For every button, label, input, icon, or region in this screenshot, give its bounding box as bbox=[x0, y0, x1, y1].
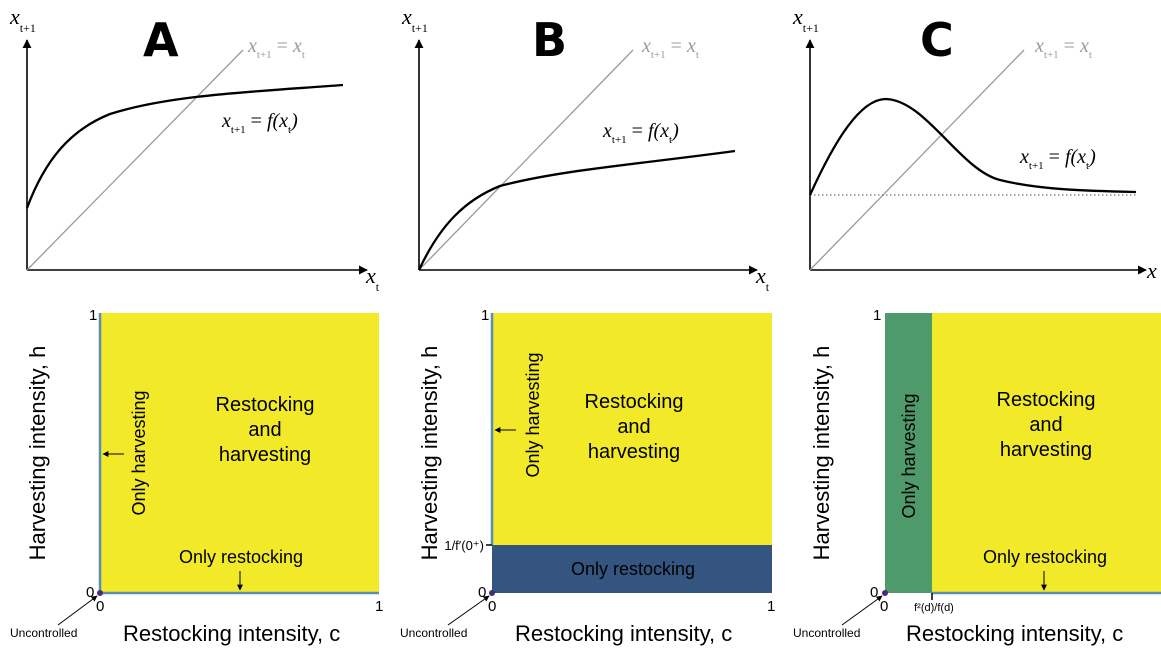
panel-b-x-label: Restocking intensity, c bbox=[515, 621, 732, 646]
panel-b-tick-y-top: 1 bbox=[481, 307, 489, 324]
panel-b-uncontrolled-arrow bbox=[447, 595, 490, 626]
panel-b-identity-label: xt+1 = xt bbox=[641, 35, 699, 61]
panel-b-only-restocking-region bbox=[492, 545, 772, 593]
panel-c-growth-curve bbox=[808, 97, 1137, 196]
panel-a-growth-curve bbox=[25, 83, 344, 209]
panel-b-letter: B bbox=[532, 13, 567, 67]
panel-b-restock-harvest-region bbox=[492, 313, 772, 545]
panel-c-tick-origin-y: 0 bbox=[870, 584, 878, 601]
panel-a-bottom-plot: 1 0 0 1 Harvesting intensity, h Restocki… bbox=[10, 307, 383, 646]
panel-b-y-label: Harvesting intensity, h bbox=[417, 346, 442, 561]
panel-a-identity-label: xt+1 = xt bbox=[247, 35, 305, 61]
panel-a-letter: A bbox=[143, 13, 179, 67]
panel-c-only-restocking-label: Only restocking bbox=[983, 547, 1107, 567]
panel-c-tick-y-top: 1 bbox=[873, 307, 881, 324]
panel-a-region-label-2: and bbox=[248, 419, 281, 441]
panel-c-top-plot: C xt+1 x xt+1 = xt xt+1 = f(xt) bbox=[792, 4, 1157, 283]
panel-a-y-label: Harvesting intensity, h bbox=[25, 346, 50, 561]
panel-a-tick-x-right: 1 bbox=[375, 598, 383, 615]
panel-a-tick-origin-y: 0 bbox=[86, 584, 94, 601]
panel-a-uncontrolled-point bbox=[97, 590, 103, 596]
panel-b-top-plot: B xt+1 xt xt+1 = xt xt+1 = f(xt) bbox=[401, 4, 770, 294]
panel-b-tick-threshold: 1/f′(0⁺) bbox=[444, 538, 484, 553]
panel-b-region-label-2: and bbox=[617, 416, 650, 438]
panel-c-uncontrolled-point bbox=[882, 590, 888, 596]
panel-c-uncontrolled-label: Uncontrolled bbox=[793, 626, 860, 640]
panel-a-uncontrolled-label: Uncontrolled bbox=[10, 626, 77, 640]
panel-b-y-axis-label: xt+1 bbox=[401, 4, 428, 35]
panel-c-letter: C bbox=[920, 13, 954, 67]
panel-c-identity-label: xt+1 = xt bbox=[1034, 35, 1092, 61]
panel-a-function-label: xt+1 = f(xt) bbox=[221, 110, 298, 136]
panel-c-tick-threshold: f²(d)/f(d) bbox=[914, 602, 954, 614]
panel-c-tick-origin-x: 0 bbox=[880, 598, 888, 615]
panel-b-bottom-plot: 1 1/f′(0⁺) 0 0 1 Harvesting intensity, h… bbox=[400, 307, 775, 646]
panel-c-region-label-3: harvesting bbox=[1000, 439, 1092, 461]
panel-c-x-axis-label: x bbox=[1146, 258, 1157, 283]
panel-b-only-harvesting-label: Only harvesting bbox=[523, 352, 543, 477]
panel-b-uncontrolled-label: Uncontrolled bbox=[400, 626, 467, 640]
panel-a-restock-harvest-region bbox=[100, 313, 379, 593]
panel-c-only-harvesting-label: Only harvesting bbox=[899, 393, 919, 518]
panel-b-x-axis-label: xt bbox=[755, 263, 770, 294]
panel-c-region-label-1: Restocking bbox=[997, 389, 1096, 411]
panel-c-function-label: xt+1 = f(xt) bbox=[1019, 146, 1096, 172]
panel-b-function-label: xt+1 = f(xt) bbox=[602, 120, 679, 146]
panel-c-region-label-2: and bbox=[1029, 414, 1062, 436]
panel-c-bottom-plot: 1 0 0 f²(d)/f(d) Harvesting intensity, h… bbox=[793, 307, 1161, 646]
panel-c-only-harvesting-region bbox=[885, 313, 932, 593]
panel-a-top-plot: A xt+1 xt xt+1 = xt xt+1 = f(xt) bbox=[9, 4, 380, 294]
panel-b-tick-x-right: 1 bbox=[767, 598, 775, 615]
panel-a-only-harvesting-label: Only harvesting bbox=[129, 390, 149, 515]
panel-c-restock-harvest-region bbox=[932, 313, 1161, 593]
panel-c-uncontrolled-arrow bbox=[841, 595, 883, 626]
panel-c-y-axis-label: xt+1 bbox=[792, 4, 819, 35]
panel-a-tick-y-top: 1 bbox=[89, 307, 97, 324]
panel-b-growth-curve bbox=[417, 149, 736, 271]
panel-b-uncontrolled-point bbox=[489, 590, 495, 596]
panel-b-region-label-1: Restocking bbox=[585, 391, 684, 413]
panel-a-region-label-3: harvesting bbox=[219, 444, 311, 466]
panel-c-y-label: Harvesting intensity, h bbox=[809, 346, 834, 561]
panel-b-identity-line bbox=[418, 49, 634, 271]
panel-a-only-restocking-label: Only restocking bbox=[179, 547, 303, 567]
panel-a-y-axis-label: xt+1 bbox=[9, 4, 36, 35]
panel-a-x-axis-label: xt bbox=[365, 263, 380, 294]
panel-c-x-label: Restocking intensity, c bbox=[906, 621, 1123, 646]
panel-b-region-label-3: harvesting bbox=[588, 441, 680, 463]
panel-a-x-label: Restocking intensity, c bbox=[123, 621, 340, 646]
panel-a-uncontrolled-arrow bbox=[57, 595, 98, 626]
panel-a-region-label-1: Restocking bbox=[216, 394, 315, 416]
panel-a-tick-origin-x: 0 bbox=[96, 598, 104, 615]
panel-c-identity-line bbox=[809, 49, 1025, 271]
panel-b-only-restocking-label: Only restocking bbox=[571, 559, 695, 579]
panel-b-tick-origin-x: 0 bbox=[488, 598, 496, 615]
panel-b-tick-origin-y: 0 bbox=[478, 584, 486, 601]
panel-a-identity-line bbox=[26, 49, 244, 271]
